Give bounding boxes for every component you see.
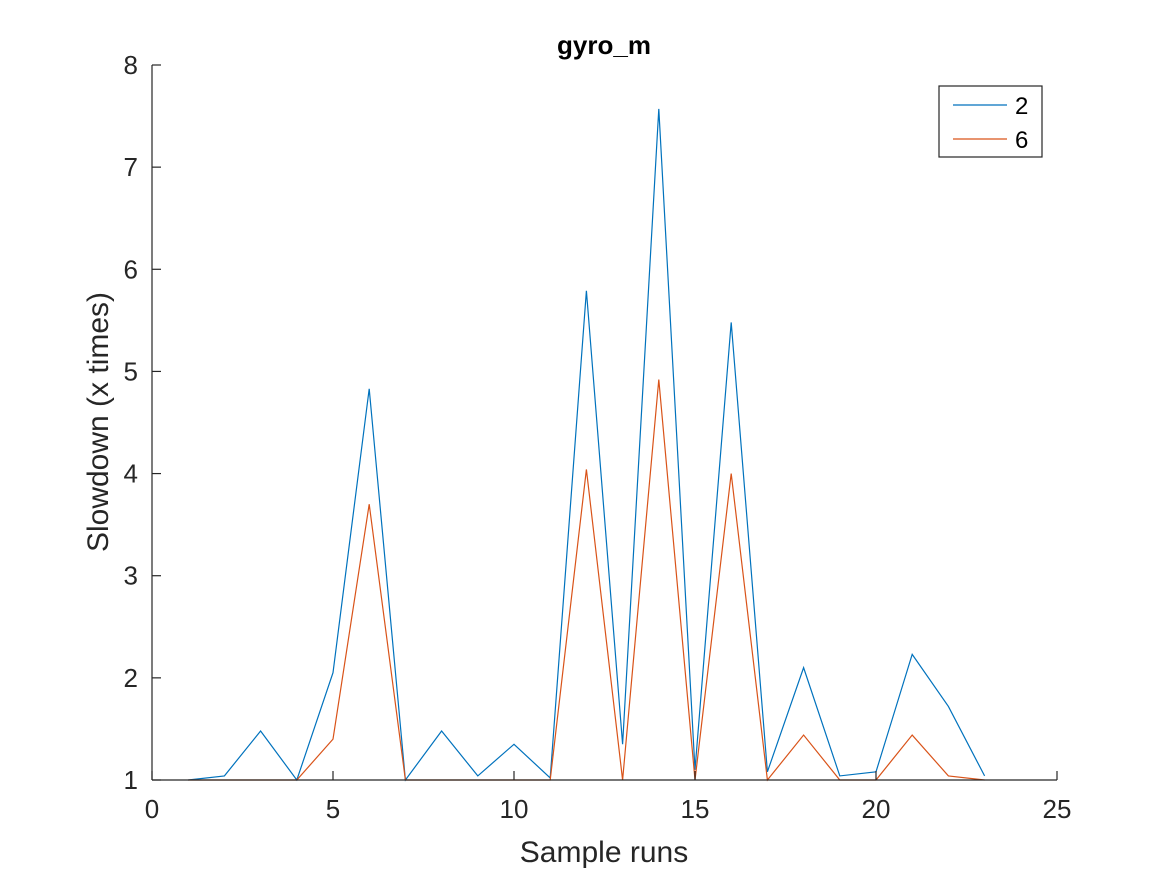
y-tick-label: 2: [124, 663, 138, 693]
legend-label-2: 2: [1015, 93, 1028, 120]
y-tick-label: 5: [124, 356, 138, 386]
legend: 26: [938, 85, 1043, 158]
legend-label-6: 6: [1015, 127, 1028, 154]
x-tick-label: 5: [326, 794, 340, 824]
y-tick-label: 8: [124, 50, 138, 80]
x-tick-label: 20: [862, 794, 891, 824]
chart-title: gyro_m: [557, 30, 651, 60]
x-tick-label: 15: [681, 794, 710, 824]
x-tick-label: 25: [1043, 794, 1072, 824]
x-tick-label: 0: [145, 794, 159, 824]
legend-box: [938, 85, 1043, 158]
axes-layer: 0 5 10 15 20 25 1 2 3 4 5 6 7 8: [124, 50, 1072, 824]
y-axis-label: Slowdown (x times): [82, 292, 115, 552]
y-tick-label: 3: [124, 561, 138, 591]
y-tick-label: 4: [124, 459, 138, 489]
y-tick-label: 1: [124, 765, 138, 795]
y-tick-label: 6: [124, 254, 138, 284]
y-tick-label: 7: [124, 152, 138, 182]
x-tick-label: 10: [500, 794, 529, 824]
x-axis-label: Sample runs: [520, 836, 688, 869]
